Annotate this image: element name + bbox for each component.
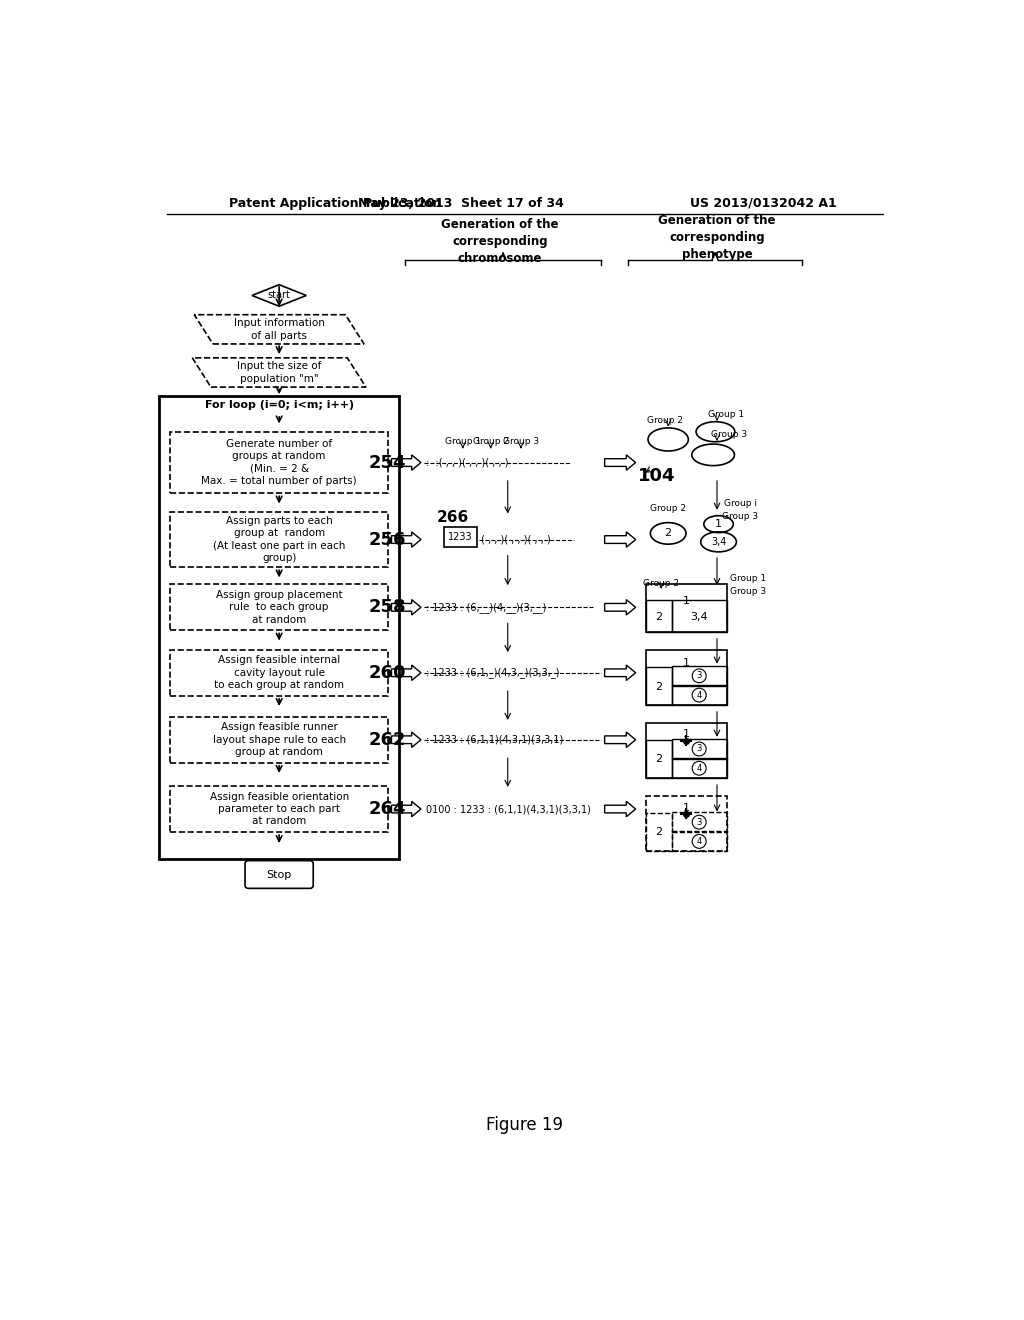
Text: Assign parts to each
group at  random
(At least one part in each
group): Assign parts to each group at random (At… <box>213 516 345 564</box>
Bar <box>672 685 727 705</box>
Text: 3,4: 3,4 <box>690 611 708 622</box>
Bar <box>646 739 672 779</box>
Text: Assign feasible runner
layout shape rule to each
group at random: Assign feasible runner layout shape rule… <box>213 722 346 758</box>
Text: 2: 2 <box>655 681 663 692</box>
Bar <box>646 796 727 851</box>
Text: Patent Application Publication: Patent Application Publication <box>228 197 441 210</box>
Text: 0100 : 1233 : (6,1,1)(4,3,1)(3,3,1): 0100 : 1233 : (6,1,1)(4,3,1)(3,3,1) <box>426 804 591 814</box>
Text: 1: 1 <box>683 803 689 813</box>
Bar <box>170 432 388 494</box>
Bar <box>672 832 727 851</box>
Text: 1: 1 <box>683 730 689 739</box>
Bar <box>672 599 727 632</box>
Text: start: start <box>267 290 291 301</box>
Text: : 1233 : (6,1,1)(4,3,1)(3,3,1): : 1233 : (6,1,1)(4,3,1)(3,3,1) <box>426 735 563 744</box>
Bar <box>170 512 388 568</box>
Text: 3,4: 3,4 <box>711 537 726 546</box>
Text: Group 3: Group 3 <box>730 586 766 595</box>
Text: Input information
of all parts: Input information of all parts <box>233 318 325 341</box>
Text: 4: 4 <box>696 764 701 772</box>
Text: ( , , )( , , )( , , ): ( , , )( , , )( , , ) <box>480 535 550 545</box>
Bar <box>672 758 727 779</box>
Bar <box>170 717 388 763</box>
Bar <box>672 812 727 832</box>
Text: Generation of the
corresponding
chromosome: Generation of the corresponding chromoso… <box>441 218 559 265</box>
Text: : 1233 : (6,1,_)(4,3,_)(3,3,_): : 1233 : (6,1,_)(4,3,_)(3,3,_) <box>426 668 559 678</box>
Text: Group 1: Group 1 <box>730 574 766 582</box>
Text: Stop: Stop <box>266 870 292 879</box>
Text: Group 1: Group 1 <box>709 409 744 418</box>
Text: 4: 4 <box>696 837 701 846</box>
Text: May 23, 2013  Sheet 17 of 34: May 23, 2013 Sheet 17 of 34 <box>358 197 564 210</box>
Text: Group 3: Group 3 <box>503 437 539 446</box>
Text: 254: 254 <box>369 454 406 471</box>
Bar <box>646 649 727 705</box>
Text: 262: 262 <box>369 731 406 748</box>
Bar <box>672 665 727 686</box>
Text: 1: 1 <box>683 597 689 606</box>
Text: 2: 2 <box>655 611 663 622</box>
Text: Group 3: Group 3 <box>722 512 759 521</box>
Bar <box>646 599 672 632</box>
Text: Generate number of
groups at random
(Min. = 2 &
Max. = total number of parts): Generate number of groups at random (Min… <box>202 440 357 486</box>
Bar <box>646 723 727 779</box>
Text: 4: 4 <box>696 690 701 700</box>
Text: Group 2: Group 2 <box>473 437 509 446</box>
Text: 264: 264 <box>369 800 406 818</box>
Text: Group 2: Group 2 <box>647 416 683 425</box>
Text: Group 1: Group 1 <box>444 437 481 446</box>
Text: 3: 3 <box>696 817 701 826</box>
Text: 260: 260 <box>369 664 406 681</box>
Bar <box>646 667 672 705</box>
Text: 1: 1 <box>683 657 689 668</box>
Text: Group 3: Group 3 <box>711 429 746 438</box>
Text: Input the size of
population "m": Input the size of population "m" <box>237 362 322 384</box>
Bar <box>444 527 477 548</box>
Text: 2: 2 <box>655 754 663 764</box>
Bar <box>646 585 727 632</box>
Text: 258: 258 <box>369 598 406 616</box>
Text: Group i: Group i <box>724 499 757 508</box>
Text: Group 2: Group 2 <box>650 504 686 513</box>
Text: US 2013/0132042 A1: US 2013/0132042 A1 <box>690 197 837 210</box>
Text: Assign feasible orientation
parameter to each part
at random: Assign feasible orientation parameter to… <box>210 792 349 826</box>
Text: Assign feasible internal
cavity layout rule
to each group at random: Assign feasible internal cavity layout r… <box>214 655 344 690</box>
Text: : 1233 : (6,__)(4,__)(3,__): : 1233 : (6,__)(4,__)(3,__) <box>426 602 546 612</box>
Text: 104: 104 <box>638 467 676 484</box>
Bar <box>170 585 388 631</box>
Text: Generation of the
corresponding
phenotype: Generation of the corresponding phenotyp… <box>658 214 776 261</box>
Text: Figure 19: Figure 19 <box>486 1115 563 1134</box>
Text: :  :( , , )( , , )( , , ): : :( , , )( , , )( , , ) <box>426 458 508 467</box>
Text: Assign group placement
rule  to each group
at random: Assign group placement rule to each grou… <box>216 590 342 624</box>
Bar <box>672 739 727 759</box>
Text: 1: 1 <box>715 519 722 529</box>
Text: 3: 3 <box>696 672 701 680</box>
Bar <box>646 813 672 851</box>
Text: 2: 2 <box>665 528 672 539</box>
Text: 256: 256 <box>369 531 406 549</box>
Text: Group 2: Group 2 <box>643 579 679 587</box>
Text: 2: 2 <box>655 828 663 837</box>
Bar <box>159 396 399 859</box>
Bar <box>170 785 388 832</box>
Text: For loop (i=0; i<m; i++): For loop (i=0; i<m; i++) <box>205 400 353 409</box>
Text: 266: 266 <box>436 511 469 525</box>
Text: 1233: 1233 <box>449 532 473 543</box>
Text: 3: 3 <box>696 744 701 754</box>
Bar <box>170 649 388 696</box>
